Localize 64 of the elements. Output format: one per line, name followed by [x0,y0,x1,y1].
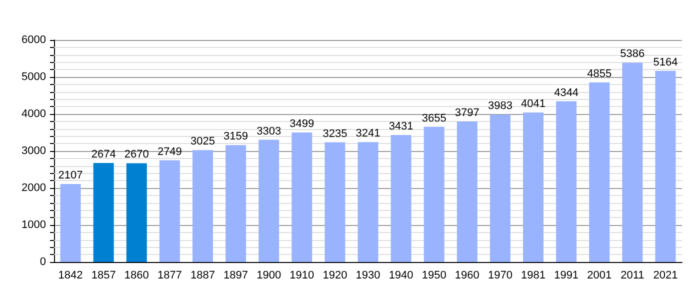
data-label: 3025 [190,136,215,148]
bar [93,163,114,262]
data-label: 2107 [58,170,83,182]
bar [324,142,346,262]
data-label: 5164 [653,56,678,68]
y-tick-label: 6000 [22,34,46,46]
x-tick-label: 1950 [422,270,446,282]
y-tick-label: 1000 [22,219,46,231]
x-tick-label: 1930 [356,270,380,282]
x-tick-label: 1842 [58,270,83,282]
x-tick-label: 2021 [653,270,678,282]
bar [456,122,478,262]
x-tick-label: 1920 [322,270,348,282]
bar [424,126,444,262]
x-tick-label: 1857 [91,270,116,282]
data-label: 3159 [224,130,248,143]
x-tick-label: 1860 [124,270,149,282]
data-label: 3431 [388,120,414,133]
data-label: 3241 [356,128,380,140]
data-label: 2749 [157,146,182,158]
y-tick-label: 5000 [22,71,46,83]
bar [655,70,676,262]
bar [292,132,312,262]
x-tick-label: 1887 [190,270,215,282]
x-tick-label: 1991 [554,270,579,282]
data-label: 4855 [587,68,612,80]
x-tick-label: 1970 [488,270,512,282]
x-tick-label: 1960 [454,270,480,282]
x-tick-label: 1981 [521,270,546,282]
data-label: 2674 [91,148,116,161]
bar [622,62,643,262]
data-label: 3797 [454,107,480,120]
bar [358,142,378,262]
y-tick-label: 0 [40,256,46,268]
x-tick-label: 1940 [388,270,414,282]
data-label: 3499 [290,118,314,130]
bar [390,135,412,262]
x-tick-label: 1910 [290,270,314,282]
x-tick-label: 2001 [587,270,612,282]
bar [126,163,147,262]
data-label: 2670 [124,148,149,161]
x-tick-label: 1900 [256,270,282,282]
bar [490,114,510,262]
data-label: 3983 [488,100,512,112]
y-tick-label: 4000 [22,108,46,120]
data-label: 3655 [422,112,446,124]
bar [159,160,180,262]
y-tick-label: 3000 [22,145,46,157]
data-label: 5386 [620,48,645,60]
bar [60,184,81,262]
bar [226,145,246,262]
x-tick-label: 1877 [157,270,182,282]
bar [589,82,610,262]
data-label: 3303 [256,125,282,138]
bar [258,140,280,262]
y-tick-label: 2000 [22,182,46,194]
bar [556,101,577,262]
bar [523,112,544,262]
data-label: 4344 [554,86,579,99]
bar [192,150,213,262]
x-tick-label: 1897 [224,270,248,282]
x-tick-label: 2011 [620,270,644,282]
data-label: 3235 [322,128,348,140]
data-label: 4041 [521,98,546,110]
